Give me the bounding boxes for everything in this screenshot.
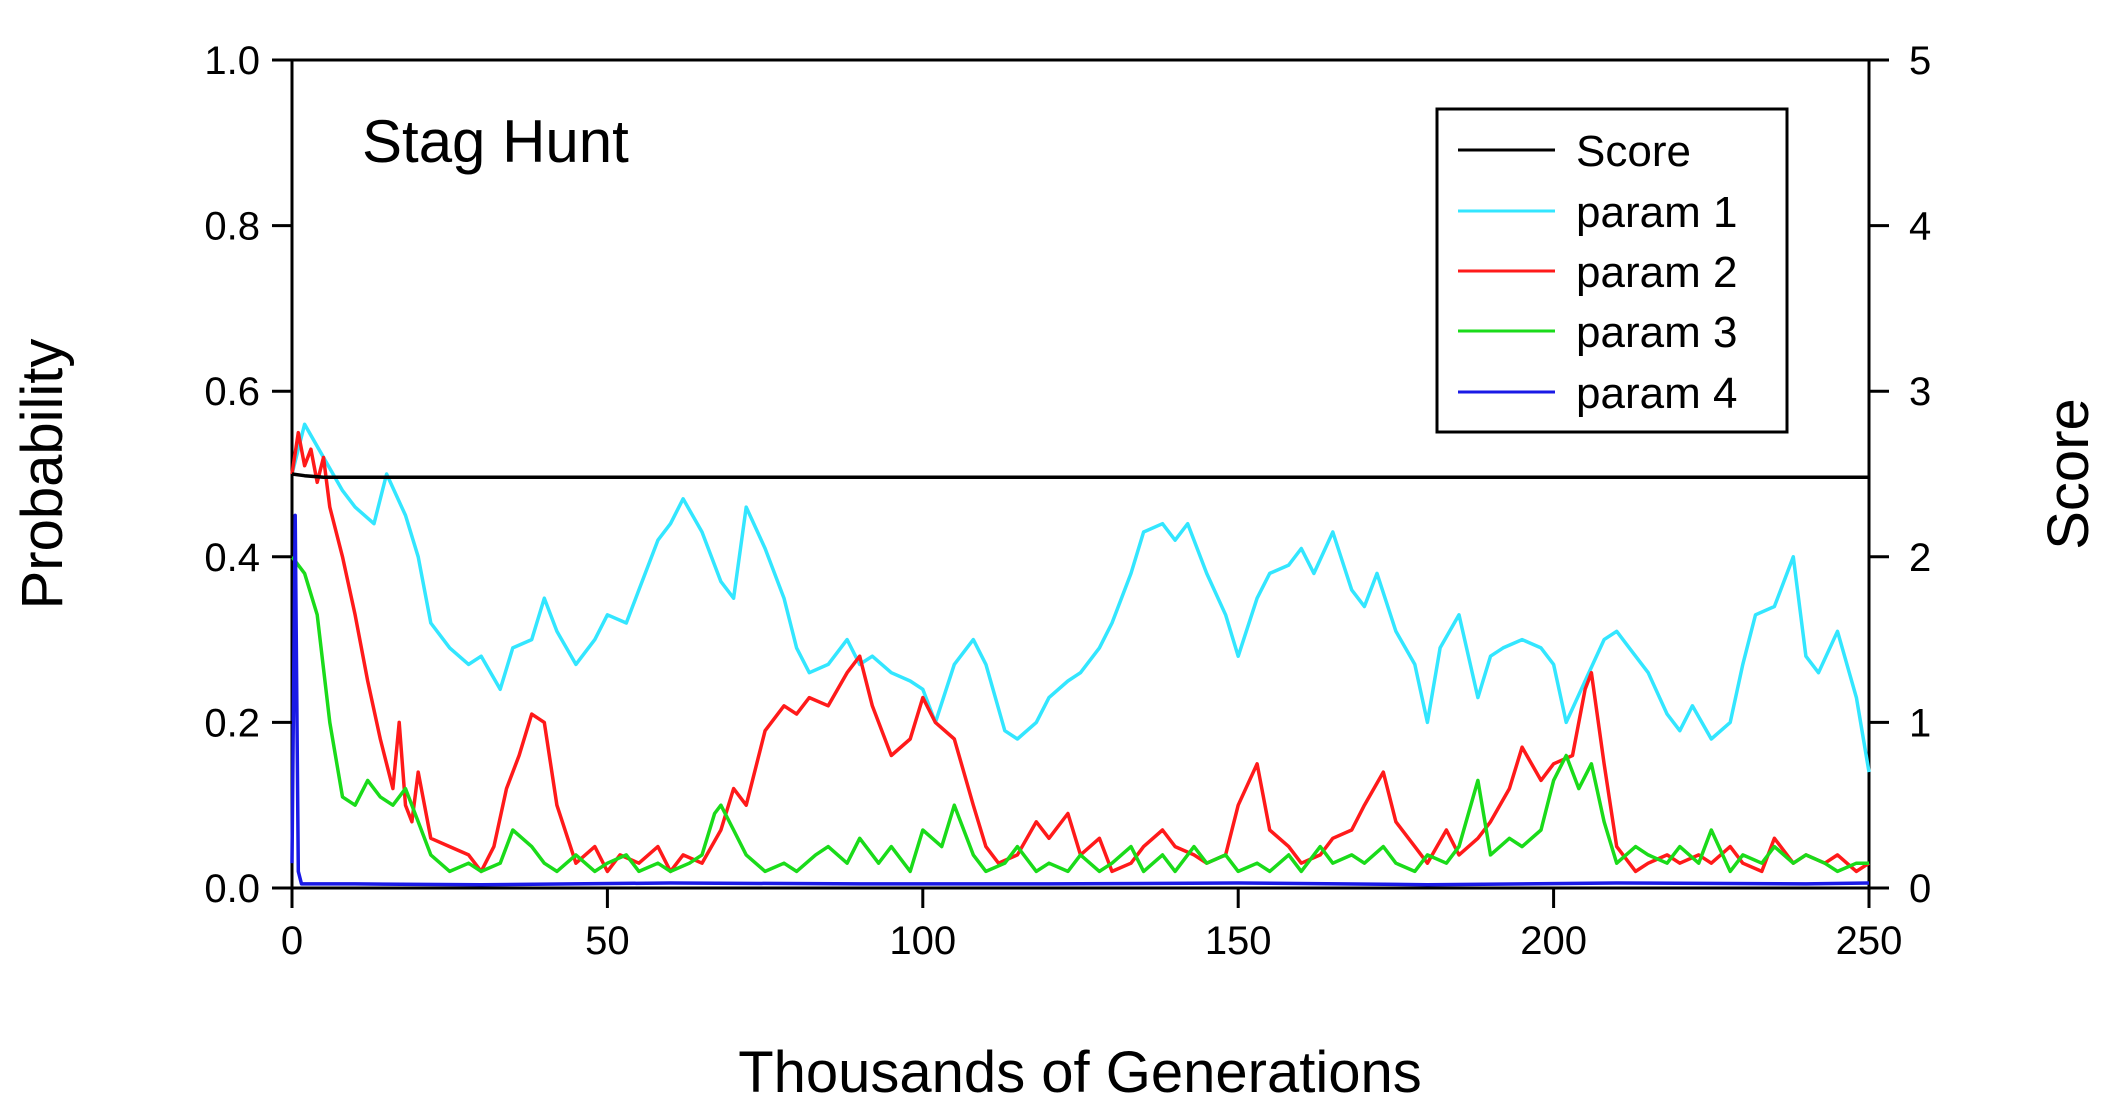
y-left-tick-label: 0.0 bbox=[204, 867, 260, 911]
series-line-param-1 bbox=[290, 422, 1871, 773]
legend-label-param-4: param 4 bbox=[1576, 369, 1737, 418]
y-left-tick-label: 0.2 bbox=[204, 701, 260, 745]
y-right-tick-label: 5 bbox=[1909, 39, 1931, 83]
x-tick-label: 50 bbox=[585, 919, 630, 963]
y-axis-title-right: Score bbox=[2036, 398, 2101, 550]
series-line-param-3 bbox=[290, 555, 1869, 874]
y-left-tick-label: 0.4 bbox=[204, 536, 260, 580]
y-right-tick-label: 4 bbox=[1909, 205, 1931, 249]
y-left-tick-label: 0.6 bbox=[204, 370, 260, 414]
y-left-tick-label: 1.0 bbox=[204, 39, 260, 83]
legend-label-param-2: param 2 bbox=[1576, 248, 1737, 297]
stag-hunt-annotation: Stag Hunt bbox=[362, 108, 629, 175]
y-right-tick-label: 2 bbox=[1909, 536, 1931, 580]
legend: Score param 1 param 2 param 3 param 4 bbox=[1435, 107, 1789, 434]
x-tick-label: 100 bbox=[889, 919, 956, 963]
series-layer bbox=[290, 422, 1871, 887]
y-right-tick-label: 3 bbox=[1909, 370, 1931, 414]
x-tick-label: 150 bbox=[1205, 919, 1272, 963]
y-left-tick-label: 0.8 bbox=[204, 205, 260, 249]
legend-label-param-1: param 1 bbox=[1576, 188, 1737, 237]
x-axis-title: Thousands of Generations bbox=[738, 1040, 1422, 1105]
series-line-param-4 bbox=[290, 513, 1870, 887]
legend-label-score: Score bbox=[1576, 127, 1691, 176]
y-right-tick-label: 1 bbox=[1909, 701, 1931, 745]
series-line-score bbox=[291, 472, 1869, 480]
x-tick-label: 0 bbox=[281, 919, 303, 963]
x-tick-label: 250 bbox=[1836, 919, 1903, 963]
y-right-tick-label: 0 bbox=[1909, 867, 1931, 911]
series-line-param-2 bbox=[290, 430, 1870, 874]
legend-label-param-3: param 3 bbox=[1576, 308, 1737, 357]
x-tick-label: 200 bbox=[1520, 919, 1587, 963]
tick-layer: 0 50 100 150 200 250 0.0 0.2 0.4 0.6 0.8 1.0 0 1 2 3 4 5 bbox=[204, 39, 1931, 963]
y-axis-title-left: Probability bbox=[10, 339, 75, 610]
